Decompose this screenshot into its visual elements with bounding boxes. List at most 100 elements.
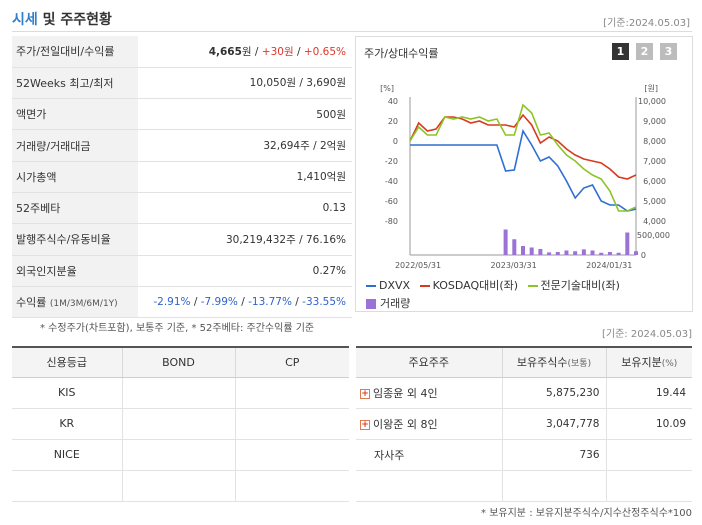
- volume-row: 거래량/거래대금 32,694주 / 2억원: [12, 129, 352, 162]
- holder-pct: [605, 439, 692, 471]
- credit-agency: KR: [12, 408, 122, 440]
- volume-bar: [634, 251, 638, 255]
- left-tick-label: 0: [393, 137, 398, 146]
- week52-row: 52Weeks 최고/최저 10,050원 / 3,690원: [12, 67, 352, 100]
- legend-dxvx-swatch: [366, 285, 376, 287]
- left-tick-label: -40: [385, 177, 398, 186]
- credit-cp: [234, 408, 349, 440]
- chart-page-1-button[interactable]: 1: [612, 43, 629, 60]
- holder-header-row: 주요주주 보유주식수(보통) 보유지분(%): [356, 347, 692, 378]
- volume-bar: [573, 251, 578, 255]
- price-row: 주가/전일대비/수익률 4,665원 / +30원 / +0.65%: [12, 36, 352, 68]
- credit-cp: [234, 377, 349, 409]
- credit-row: [12, 470, 349, 502]
- par-value-value: 500원: [138, 98, 352, 131]
- foreign-value: 0.27%: [138, 255, 352, 287]
- chart-page-3-button[interactable]: 3: [660, 43, 677, 60]
- legend-dxvx: DXVX: [366, 279, 410, 292]
- foreign-row: 외국인지분율 0.27%: [12, 255, 352, 287]
- holder-shares: [501, 470, 606, 502]
- legend-sector: 전문기술대비(좌): [527, 277, 620, 293]
- volume-bar: [512, 239, 517, 255]
- beta-label: 52주베타: [12, 192, 138, 225]
- chart-title: 주가/상대수익률: [364, 47, 439, 60]
- series-line-1: [409, 113, 637, 180]
- left-tick-label: 20: [388, 117, 398, 126]
- series-line-2: [409, 103, 637, 212]
- credit-cp: [234, 470, 349, 502]
- market-cap-label: 시가총액: [12, 161, 138, 193]
- volume-bar: [599, 252, 604, 255]
- volume-tick-label: 0: [641, 251, 646, 260]
- volume-bar: [607, 252, 612, 255]
- volume-label: 거래량/거래대금: [12, 129, 138, 162]
- right-tick-label: 8,000: [643, 137, 666, 146]
- legend-volume: 거래량: [366, 295, 686, 311]
- chart-header: 주가/상대수익률 1 2 3: [356, 37, 692, 65]
- credit-bond: [121, 470, 235, 502]
- returns-value: -2.91% / -7.99% / -13.77% / -33.55%: [138, 286, 352, 319]
- legend-kosdaq-swatch: [419, 285, 430, 287]
- chart-legend: DXVX KOSDAQ대비(좌) 전문기술대비(좌) 거래량: [366, 277, 686, 311]
- relative-return-chart: [%] [원] 40 20 0 -20 -40 -60 -80 10,000 9,000 8,000 7…: [380, 84, 670, 270]
- credit-rating-table: 신용등급 BOND CP KIS KR NICE: [12, 346, 349, 502]
- volume-bar: [616, 252, 621, 255]
- price-label: 주가/전일대비/수익률: [12, 36, 138, 68]
- expand-plus-icon[interactable]: +: [360, 419, 370, 430]
- beta-row: 52주베타 0.13: [12, 192, 352, 225]
- holder-name: + 이왕준 외 8인: [356, 408, 502, 440]
- holder-shares: 3,047,778: [501, 408, 606, 440]
- holder-pct: 19.44: [605, 377, 692, 409]
- holder-row: 자사주 736: [356, 439, 692, 471]
- par-value-row: 액면가 500원: [12, 98, 352, 131]
- par-value-label: 액면가: [12, 98, 138, 131]
- series-line-0: [410, 128, 637, 212]
- right-tick-label: 10,000: [638, 97, 666, 106]
- legend-sector-swatch: [527, 285, 538, 287]
- volume-bar: [547, 252, 552, 255]
- holder-name: [356, 470, 502, 502]
- right-tick-label: 5,000: [643, 197, 666, 206]
- volume-bar: [625, 232, 630, 255]
- legend-volume-swatch: [366, 299, 376, 309]
- beta-value: 0.13: [138, 192, 352, 225]
- credit-agency: KIS: [12, 377, 122, 409]
- holder-name: + 임종윤 외 4인: [356, 377, 502, 409]
- holder-header-name: 주요주주: [356, 347, 502, 378]
- right-tick-label: 6,000: [643, 177, 666, 186]
- chart-panel: 주가/상대수익률 1 2 3 [%] [원] 40 20 0 -20 -40 -60 -80 10…: [355, 36, 693, 312]
- volume-bar: [521, 246, 525, 255]
- holder-pct: 10.09: [605, 408, 692, 440]
- credit-bond: [121, 377, 235, 409]
- foreign-label: 외국인지분율: [12, 255, 138, 287]
- volume-tick-label: 500,000: [637, 231, 670, 240]
- holder-row: [356, 470, 692, 502]
- volume-bar: [581, 249, 586, 255]
- chart-page-2-button[interactable]: 2: [636, 43, 653, 60]
- section-title: 시세 및 주주현황: [12, 12, 112, 28]
- credit-agency: [12, 470, 122, 502]
- x-tick-label: 2022/05/31: [395, 261, 441, 270]
- right-tick-label: 7,000: [643, 157, 666, 166]
- credit-bond: [121, 439, 235, 471]
- credit-row: KR: [12, 408, 349, 440]
- legend-kosdaq: KOSDAQ대비(좌): [419, 277, 518, 293]
- left-tick-label: -20: [385, 157, 398, 166]
- price-footnote: * 수정주가(차트포함), 보통주 기준, * 52주베타: 주간수익률 기준: [40, 323, 315, 334]
- x-tick-label: 2024/01/31: [586, 261, 632, 270]
- left-tick-label: -80: [385, 217, 398, 226]
- credit-row: NICE: [12, 439, 349, 471]
- credit-header-cp: CP: [234, 347, 349, 378]
- holder-header-pct: 보유지분(%): [605, 347, 692, 378]
- returns-row: 수익률 (1M/3M/6M/1Y) -2.91% / -7.99% / -13.…: [12, 286, 352, 319]
- right-axis-unit: [원]: [644, 84, 658, 93]
- holder-row: + 이왕준 외 8인 3,047,778 10.09: [356, 408, 692, 440]
- shares-label: 발행주식수/유동비율: [12, 223, 138, 256]
- holder-header-shares: 보유주식수(보통): [501, 347, 606, 378]
- right-tick-label: 9,000: [643, 117, 666, 126]
- expand-plus-icon[interactable]: +: [360, 388, 370, 399]
- credit-cp: [234, 439, 349, 471]
- volume-bar: [538, 249, 543, 255]
- holders-reference-date: [기준: 2024.05.03]: [601, 329, 692, 340]
- credit-bond: [121, 408, 235, 440]
